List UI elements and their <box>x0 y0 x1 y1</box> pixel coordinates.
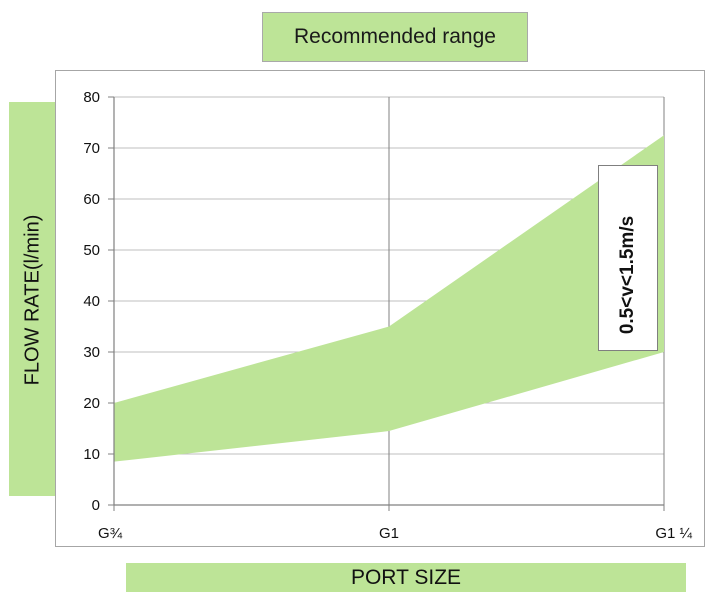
y-tick-label: 10 <box>83 446 100 463</box>
x-axis-label: PORT SIZE <box>350 565 462 589</box>
y-tick-label: 0 <box>92 497 100 514</box>
y-tick-label: 30 <box>83 344 100 361</box>
y-tick-label: 20 <box>83 395 100 412</box>
recommended-range-area <box>114 135 664 462</box>
x-tick-label: G¾ <box>98 525 123 542</box>
y-tick-label: 80 <box>83 89 100 106</box>
legend-recommended-range: Recommended range <box>262 12 528 62</box>
y-tick-label: 70 <box>83 140 100 157</box>
y-axis-label-band <box>9 102 58 496</box>
y-tick-label: 60 <box>83 191 100 208</box>
y-tick-label: 40 <box>83 293 100 310</box>
velocity-annotation: 0.5<v<1.5m/s <box>617 215 638 335</box>
x-axis-label-band: PORT SIZE <box>126 563 686 592</box>
velocity-annotation-box <box>598 165 658 351</box>
legend-label: Recommended range <box>294 25 496 48</box>
y-tick-label: 50 <box>83 242 100 259</box>
x-tick-label: G1 <box>379 525 399 542</box>
x-tick-label: G1 ¼ <box>655 525 692 542</box>
